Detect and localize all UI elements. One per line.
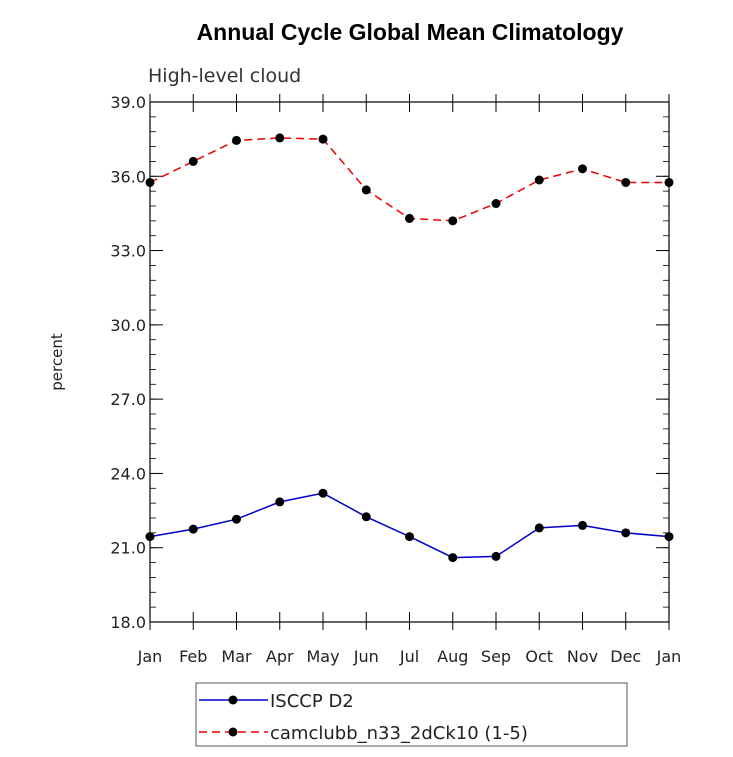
legend-label-isccp: ISCCP D2 <box>270 691 354 712</box>
data-point <box>621 177 631 187</box>
data-point <box>534 175 544 185</box>
data-point <box>145 177 155 187</box>
data-point <box>448 216 458 226</box>
y-tick-label: 33.0 <box>110 242 146 261</box>
series-line-1 <box>149 137 669 222</box>
chart-subtitle: High-level cloud <box>148 65 301 87</box>
data-point <box>491 199 501 209</box>
legend: ISCCP D2 camclubb_n33_2dCk10 (1-5) <box>195 682 628 747</box>
data-point <box>318 134 328 144</box>
data-point <box>664 532 674 542</box>
data-point <box>188 156 198 166</box>
x-tick-label: Jan <box>656 647 682 666</box>
y-tick-label: 21.0 <box>110 539 146 558</box>
y-tick-label: 30.0 <box>110 316 146 335</box>
data-point <box>405 213 414 223</box>
y-tick-label: 18.0 <box>110 613 146 632</box>
legend-box <box>195 682 628 747</box>
data-point <box>145 532 155 542</box>
legend-marker-cam <box>228 727 238 737</box>
data-point <box>232 135 241 145</box>
x-tick-label: Apr <box>266 647 294 666</box>
data-point <box>188 524 198 534</box>
legend-label-cam: camclubb_n33_2dCk10 (1-5) <box>270 723 528 744</box>
x-tick-label: Mar <box>221 647 252 666</box>
x-tick-label: Oct <box>525 647 553 666</box>
chart-title: Annual Cycle Global Mean Climatology <box>197 19 624 45</box>
x-tick-label: Jul <box>399 647 419 666</box>
data-point <box>232 514 241 524</box>
data-point <box>361 185 371 195</box>
data-point <box>448 553 458 563</box>
y-tick-label: 36.0 <box>110 167 146 186</box>
series-layer <box>145 133 674 563</box>
axes: 18.0 21.0 24.0 27.0 30.0 33.0 36.0 39.0 Jan Feb Ma… <box>110 93 681 666</box>
x-tick-label: May <box>306 647 339 666</box>
data-point <box>275 497 285 507</box>
x-tick-label: Aug <box>437 647 468 666</box>
data-point <box>491 551 501 561</box>
y-axis-label: percent <box>48 333 66 391</box>
x-tick-label: Dec <box>610 647 641 666</box>
data-point <box>534 523 544 533</box>
y-tick-label: 27.0 <box>110 390 146 409</box>
data-point <box>621 528 631 538</box>
x-tick-label: Jun <box>353 647 379 666</box>
data-point <box>578 164 587 174</box>
data-point <box>405 532 414 542</box>
x-tick-label: Jan <box>137 647 163 666</box>
x-tick-label: Nov <box>567 647 598 666</box>
data-point <box>664 177 674 187</box>
legend-marker-isccp <box>228 695 238 705</box>
data-point <box>275 133 285 143</box>
x-tick-label: Sep <box>481 647 511 666</box>
data-point <box>578 520 587 530</box>
plot-frame <box>149 101 670 623</box>
x-tick-label: Feb <box>179 647 207 666</box>
data-point <box>361 512 371 522</box>
y-tick-label: 24.0 <box>110 464 146 483</box>
data-point <box>318 488 328 498</box>
y-tick-label: 39.0 <box>110 93 146 112</box>
series-line-0 <box>149 492 670 559</box>
